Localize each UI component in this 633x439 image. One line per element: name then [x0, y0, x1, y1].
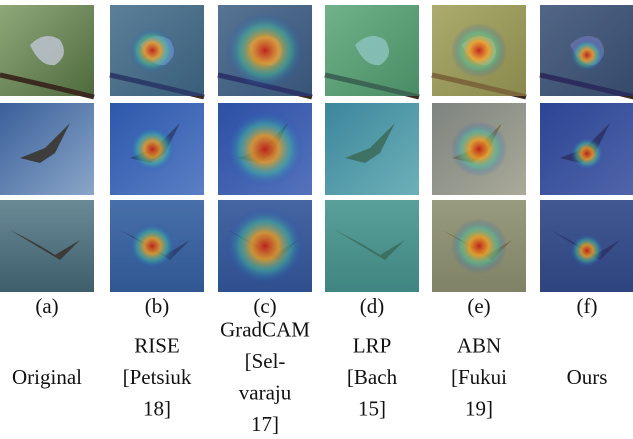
image-cell [540, 200, 633, 292]
heatmap-tint [325, 5, 419, 96]
caption-line: varaju [239, 381, 292, 405]
image-cell [540, 103, 633, 195]
caption-line: [Petsiuk [123, 365, 192, 389]
heatmap-tint [325, 103, 419, 195]
caption-line: Ours [567, 365, 608, 389]
image-cell [218, 103, 312, 195]
image-cell [0, 200, 94, 292]
column-label: (e) [467, 294, 490, 318]
image-cell [432, 103, 526, 195]
heatmap-blob [129, 223, 176, 269]
image-cell [325, 103, 419, 195]
heatmap-blob [451, 121, 507, 176]
column-label: (d) [360, 294, 385, 318]
caption-line: ABN [457, 333, 501, 357]
heatmap-blob [226, 12, 305, 88]
column-label: (b) [145, 294, 170, 318]
caption-line: [Fukui [451, 365, 507, 389]
heatmap-blob [451, 23, 507, 78]
heatmap-blob [570, 137, 604, 170]
column-label: (c) [253, 294, 276, 318]
heatmap-blob [226, 207, 305, 284]
heatmap-tint [325, 200, 419, 292]
image-cell [0, 103, 94, 195]
figure: (a) Original (b) RISE [Petsiuk 18] (c)GradCAM [… [0, 0, 633, 439]
photo [0, 200, 94, 292]
heatmap-blob [129, 126, 176, 172]
heatmap-blob [570, 234, 604, 267]
image-cell [110, 200, 204, 292]
image-cell [218, 5, 312, 97]
heatmap-blob [226, 110, 305, 187]
heatmap-blob [570, 39, 604, 72]
image-cell [540, 5, 633, 97]
caption-line: [Bach [347, 365, 398, 389]
caption-line: GradCAM [220, 318, 310, 342]
image-cell [325, 5, 419, 97]
column-label: (a) [35, 294, 58, 318]
caption-line: RISE [134, 333, 180, 357]
caption-line: 18] [143, 396, 171, 420]
image-cell [432, 5, 526, 97]
image-cell [110, 5, 204, 97]
caption-line: 15] [358, 396, 386, 420]
caption-line: LRP [353, 333, 392, 357]
heatmap-blob [129, 28, 176, 74]
image-cell [110, 103, 204, 195]
image-cell [218, 200, 312, 292]
heatmap-blob [451, 218, 507, 273]
image-cell [432, 200, 526, 292]
caption-line: Original [12, 365, 82, 389]
image-cell [0, 5, 94, 97]
caption-line: 19] [465, 396, 493, 420]
column-label: (f) [577, 294, 598, 318]
caption-line: 17] [251, 412, 279, 436]
caption-line: [Sel- [245, 349, 286, 373]
image-cell [325, 200, 419, 292]
